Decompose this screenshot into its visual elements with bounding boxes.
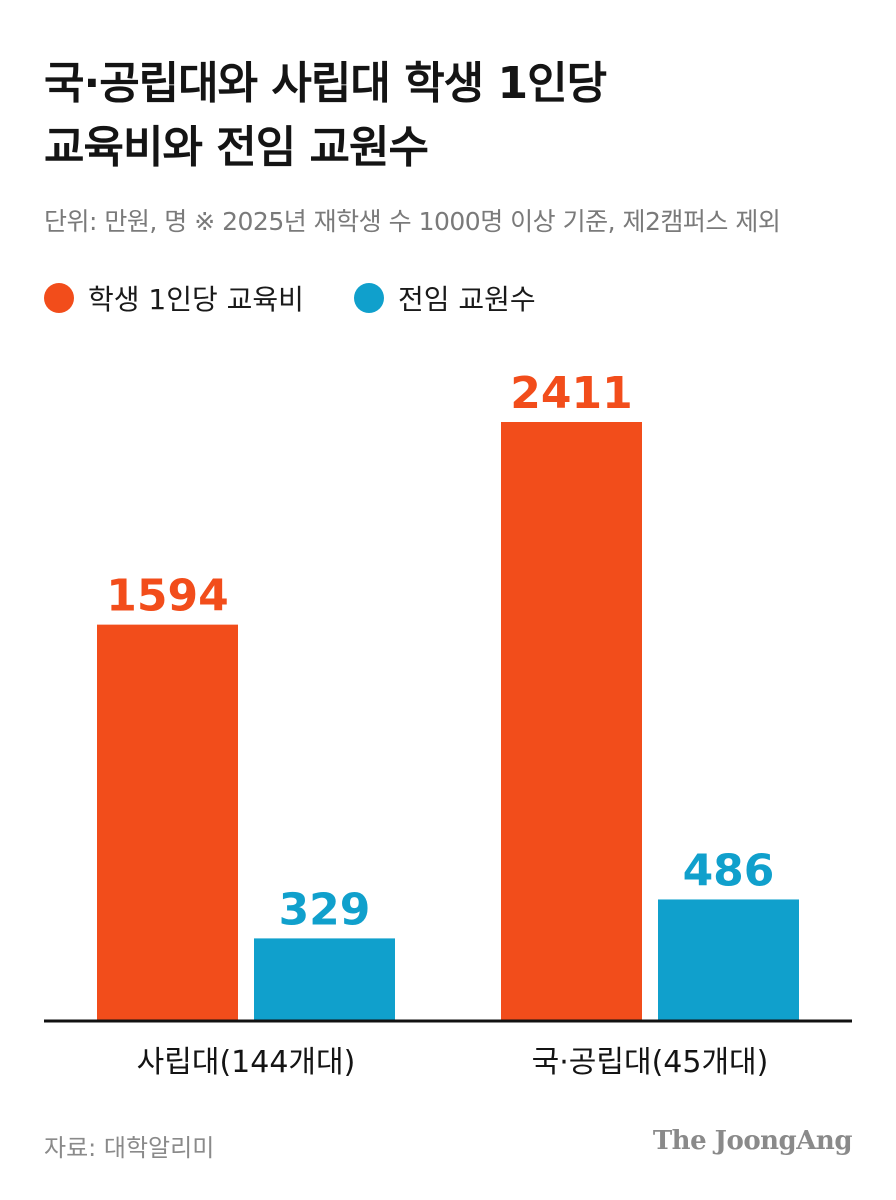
data-label-education-cost-0: 1594 [106, 571, 228, 622]
chart-subtitle: 단위: 만원, 명 ※ 2025년 재학생 수 1000명 이상 기준, 제2캠… [44, 207, 781, 236]
legend-label-education-cost: 학생 1인당 교육비 [88, 283, 304, 316]
chart-title-line-2: 교육비와 전임 교원수 [44, 122, 429, 173]
legend-swatch-orange [44, 283, 74, 313]
source-note: 자료: 대학알리미 [44, 1134, 215, 1162]
bar-faculty-0 [254, 938, 395, 1020]
category-label-0: 사립대(144개대) [137, 1045, 356, 1080]
data-label-education-cost-1: 2411 [510, 368, 632, 419]
bar-education-cost-0 [97, 624, 238, 1020]
chart-legend: 학생 1인당 교육비 전임 교원수 [44, 278, 586, 318]
chart-title: 국·공립대와 사립대 학생 1인당 교육비와 전임 교원수 [44, 52, 864, 180]
legend-item-faculty: 전임 교원수 [353, 278, 536, 318]
legend-label-faculty: 전임 교원수 [397, 283, 536, 316]
brand-logo: The JoongAng [652, 1126, 853, 1156]
bar-education-cost-1 [501, 422, 642, 1020]
category-label-1: 국·공립대(45개대) [532, 1045, 769, 1080]
bar-chart: 1594 329 사립대(144개대) 2411 486 국·공립대(45개대) [44, 368, 852, 1080]
legend-item-education-cost: 학생 1인당 교육비 [44, 278, 304, 318]
data-label-faculty-0: 329 [279, 884, 371, 935]
data-label-faculty-1: 486 [683, 845, 775, 896]
chart-title-line-1: 국·공립대와 사립대 학생 1인당 [44, 58, 607, 109]
legend-swatch-blue [353, 283, 384, 313]
bar-faculty-1 [658, 899, 799, 1020]
